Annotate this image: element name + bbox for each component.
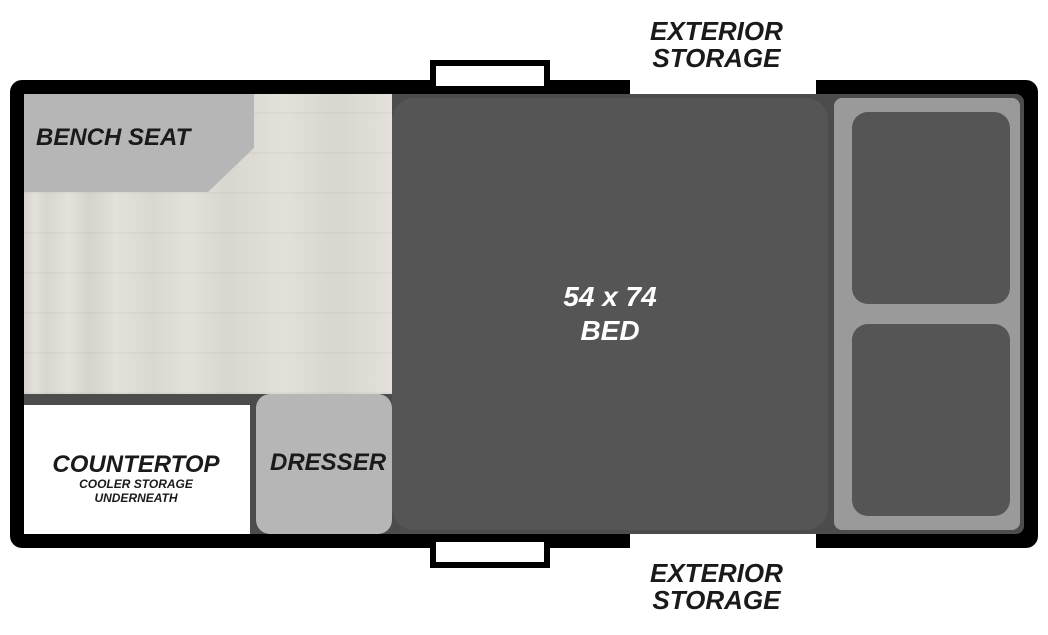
exterior-storage-label-top: EXTERIOR STORAGE <box>650 18 783 73</box>
bed-word: BED <box>520 314 700 348</box>
ext-bot-line2: STORAGE <box>650 587 783 614</box>
bench-seat-label: BENCH SEAT <box>36 125 190 151</box>
window-top <box>430 60 550 92</box>
ext-top-line1: EXTERIOR <box>650 18 783 45</box>
dresser-label: DRESSER <box>270 450 386 476</box>
ext-bot-line1: EXTERIOR <box>650 560 783 587</box>
exterior-storage-label-bottom: EXTERIOR STORAGE <box>650 560 783 615</box>
bed-label: 54 x 74 BED <box>520 280 700 347</box>
countertop-label: COUNTERTOP COOLER STORAGE UNDERNEATH <box>36 452 236 505</box>
bed-size: 54 x 74 <box>520 280 700 314</box>
window-bottom <box>430 536 550 568</box>
countertop-title: COUNTERTOP <box>36 452 236 478</box>
pillow-top <box>852 112 1010 304</box>
exterior-storage-slot-top <box>630 80 816 94</box>
exterior-storage-slot-bottom <box>630 534 816 548</box>
countertop-sublabel: COOLER STORAGE UNDERNEATH <box>36 478 236 504</box>
pillow-bottom <box>852 324 1010 516</box>
ext-top-line2: STORAGE <box>650 45 783 72</box>
